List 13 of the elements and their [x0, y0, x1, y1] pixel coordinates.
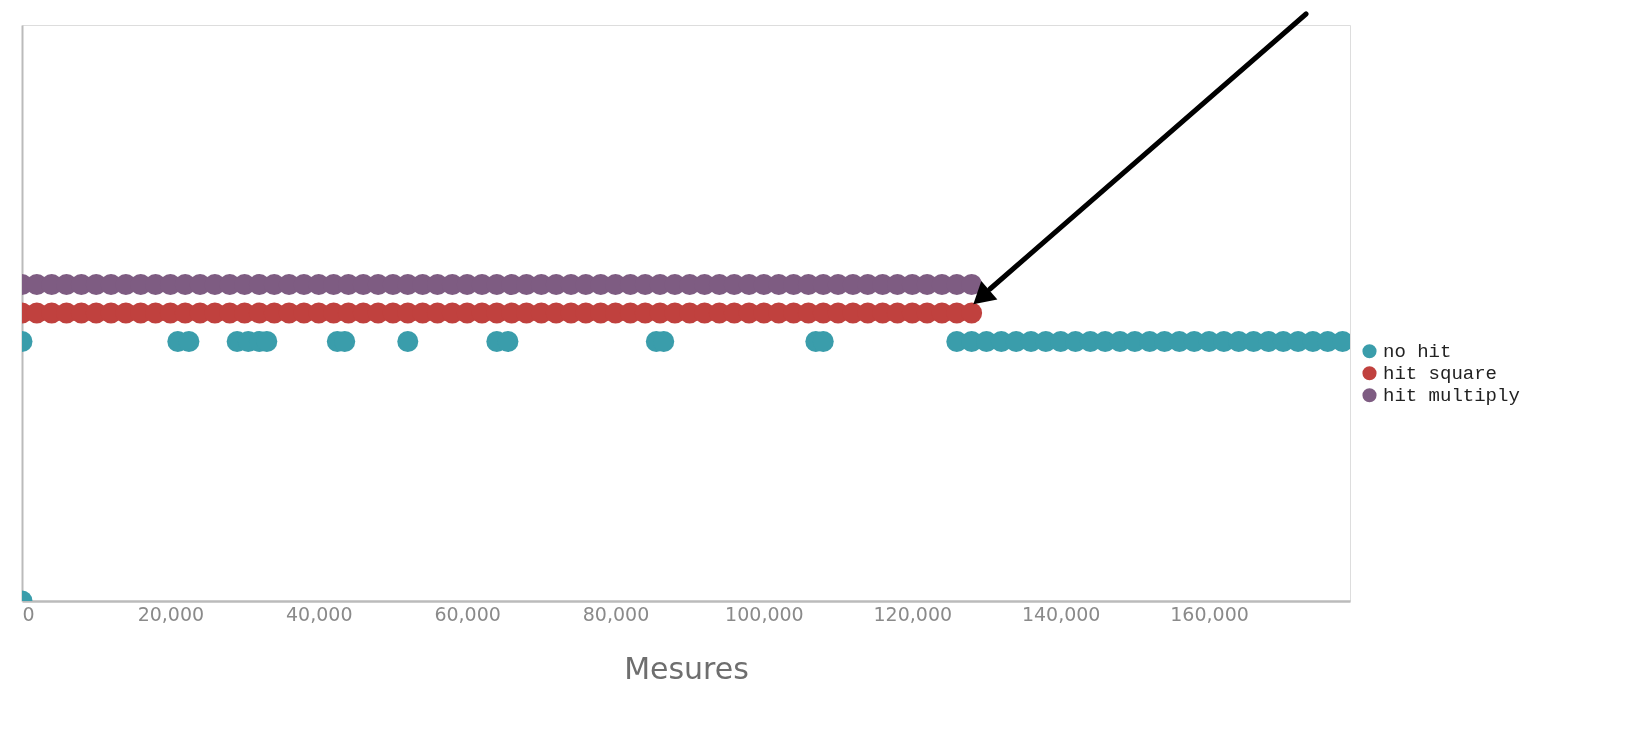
x-tick-label: 40,000	[286, 602, 353, 625]
legend-label: hit square	[1383, 363, 1498, 386]
x-tick-label: 20,000	[137, 602, 205, 625]
x-tick-label: 80,000	[582, 602, 650, 625]
x-tick-label: 100,000	[725, 602, 804, 625]
legend-label: no hit	[1383, 341, 1452, 364]
legend-label: hit multiply	[1383, 385, 1520, 408]
x-tick-label: 0	[22, 602, 35, 625]
x-tick-label: 60,000	[434, 602, 501, 625]
x-tick-label: 120,000	[873, 602, 953, 625]
x-axis-title: Mesures	[624, 650, 749, 686]
x-tick-label: 160,000	[1170, 602, 1249, 625]
x-tick-label: 140,000	[1021, 602, 1101, 625]
